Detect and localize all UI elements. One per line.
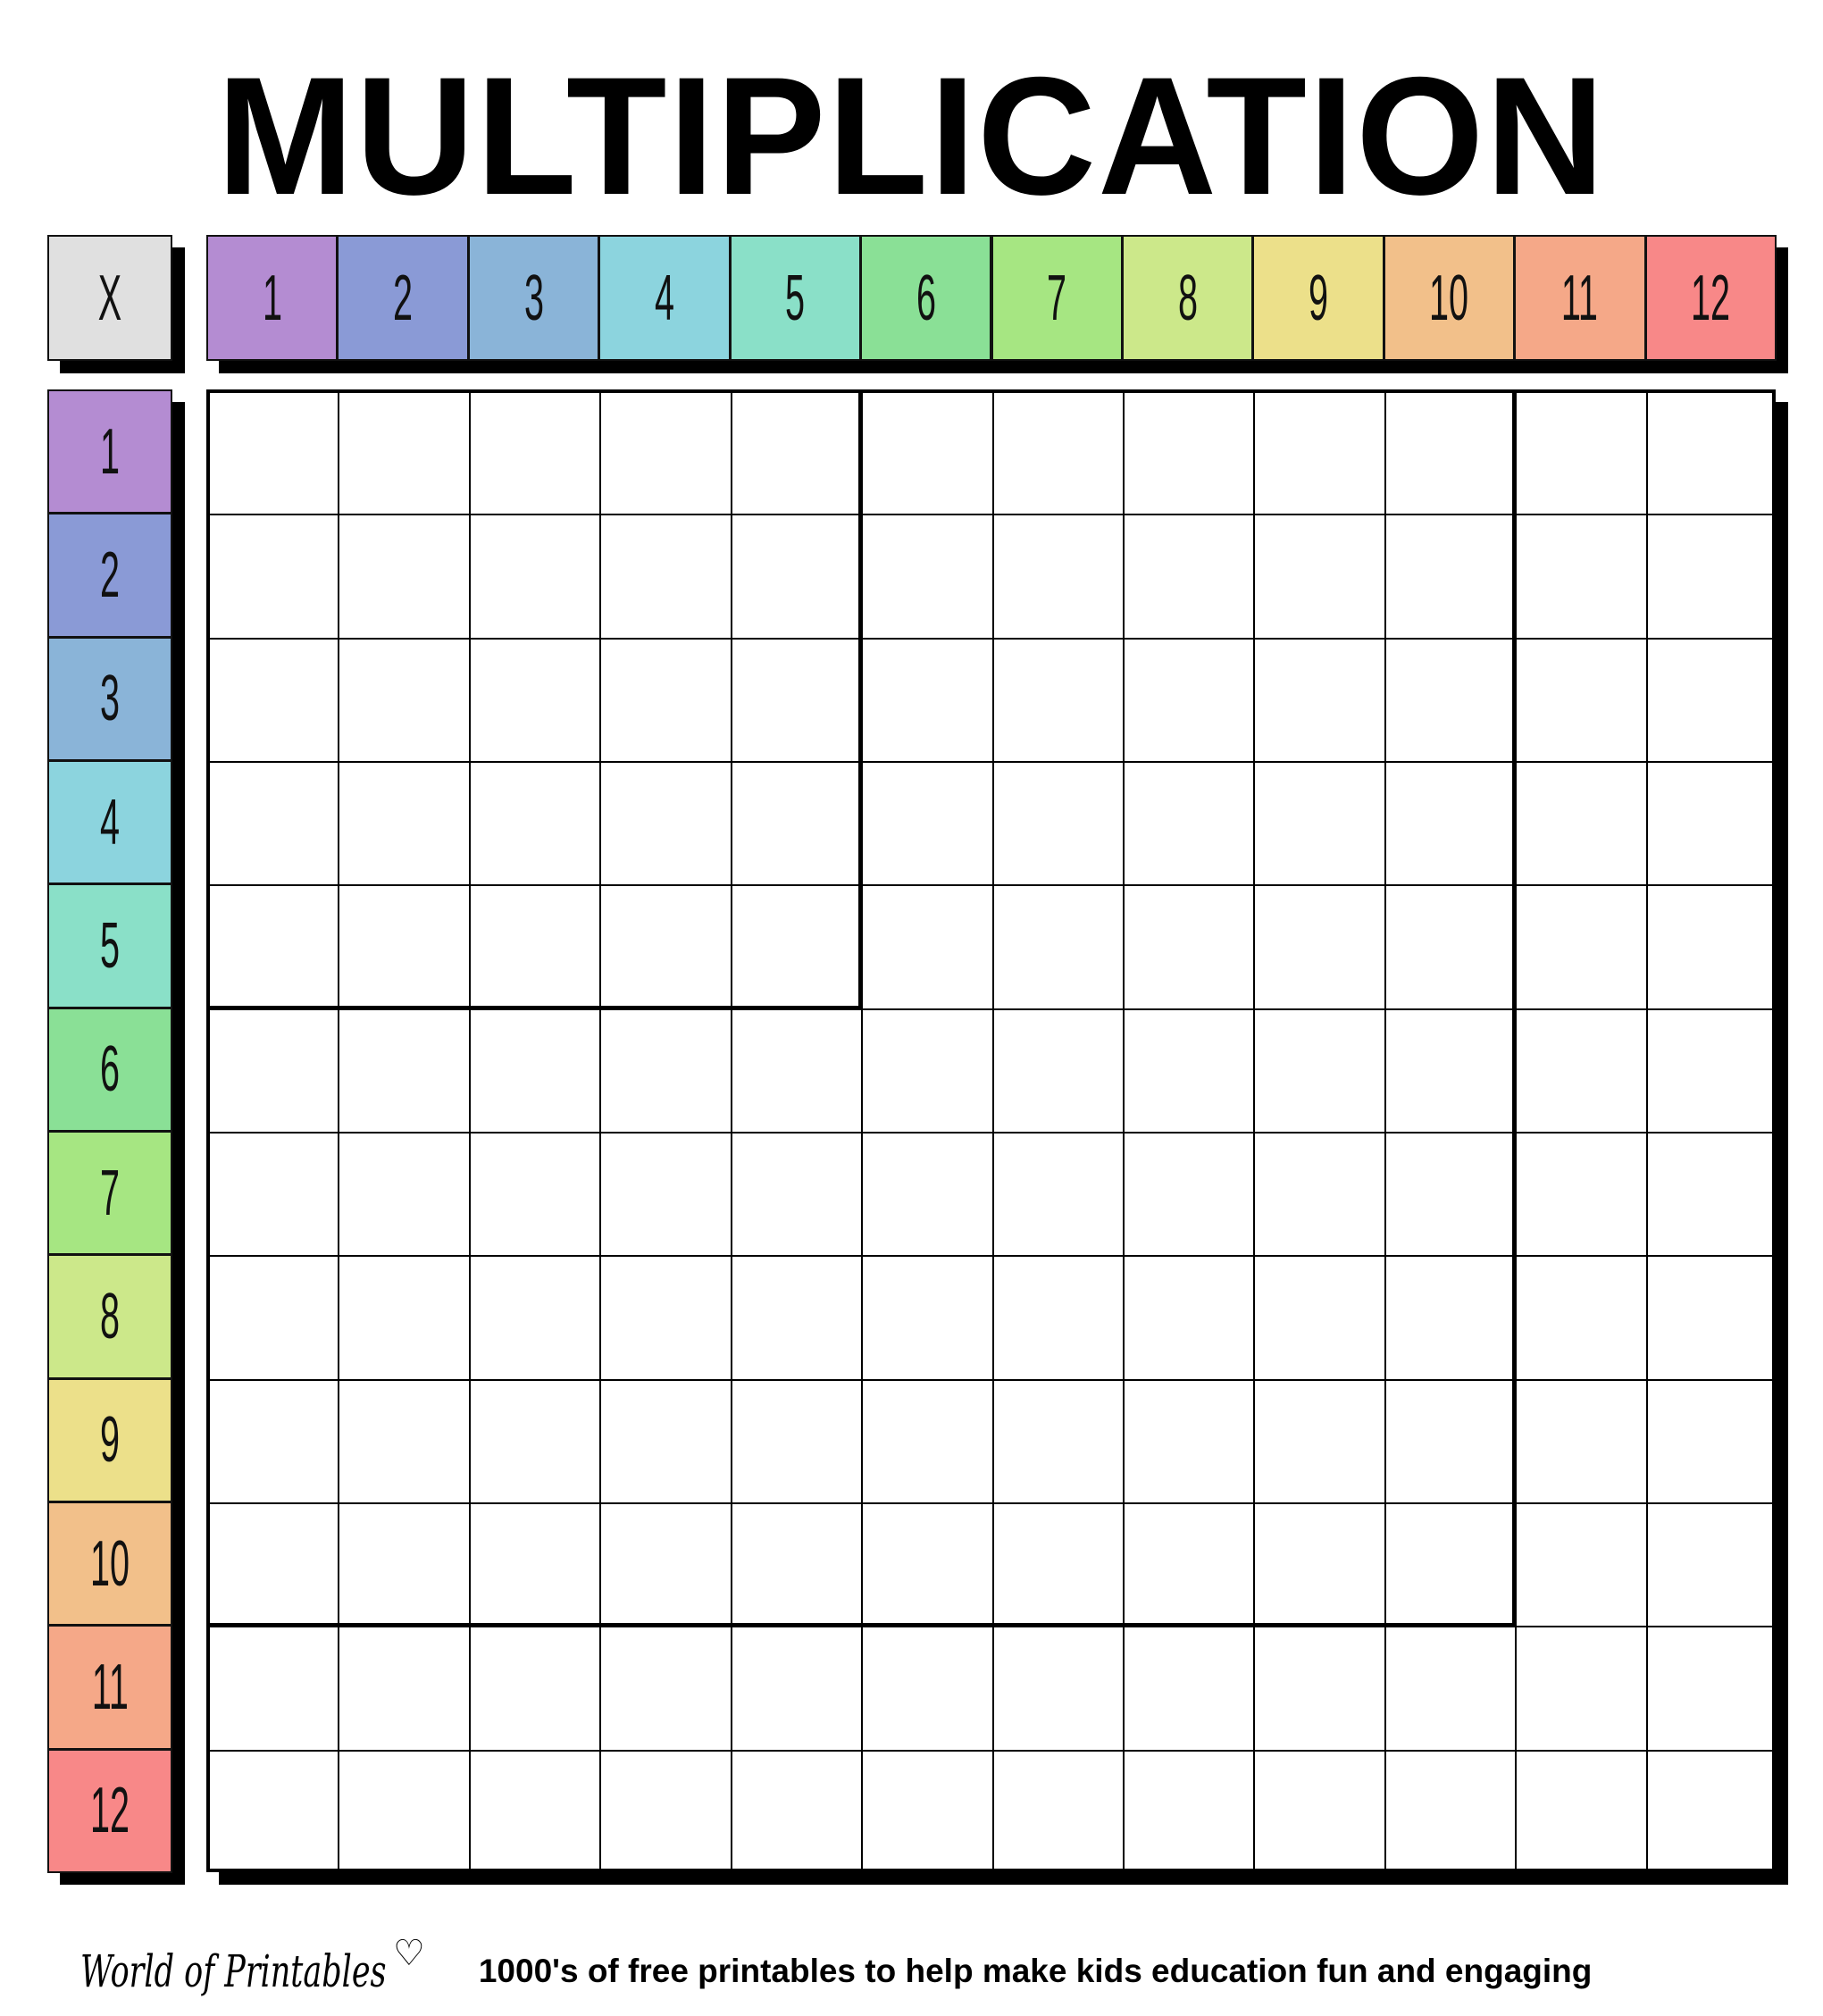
column-header-4: 4 bbox=[598, 235, 731, 361]
column-header-11: 11 bbox=[1514, 235, 1646, 361]
column-header-2: 2 bbox=[337, 235, 469, 361]
row-header-12: 12 bbox=[47, 1748, 172, 1873]
row-header-3: 3 bbox=[47, 636, 172, 761]
grid-line-horizontal bbox=[210, 1378, 1772, 1381]
grid-line-horizontal bbox=[210, 1502, 1772, 1504]
column-number: 1 bbox=[262, 262, 282, 334]
row-number: 2 bbox=[99, 539, 121, 611]
row-header-9: 9 bbox=[47, 1377, 172, 1502]
column-header-5: 5 bbox=[729, 235, 862, 361]
column-header-9: 9 bbox=[1252, 235, 1384, 361]
grid-line-horizontal bbox=[210, 884, 1772, 887]
grid-line-vertical bbox=[468, 393, 471, 1869]
footer: World of Printables ♡ 1000's of free pri… bbox=[80, 1934, 1752, 1997]
brand-logo: World of Printables bbox=[80, 1945, 387, 1997]
row-header-7: 7 bbox=[47, 1131, 172, 1256]
grid-line-vertical bbox=[338, 393, 340, 1869]
grid-line-horizontal bbox=[210, 637, 1772, 640]
grid-line-vertical bbox=[1645, 393, 1648, 1869]
column-header-12: 12 bbox=[1644, 235, 1777, 361]
column-number: 7 bbox=[1047, 262, 1067, 334]
grid-line-vertical bbox=[599, 393, 602, 1869]
column-header-3: 3 bbox=[467, 235, 600, 361]
row-header-5: 5 bbox=[47, 883, 172, 1008]
row-number: 10 bbox=[89, 1527, 130, 1600]
row-number: 7 bbox=[99, 1157, 121, 1229]
grid-line-horizontal bbox=[210, 761, 1772, 763]
page-title: MULTIPLICATION bbox=[216, 42, 1607, 230]
column-number: 9 bbox=[1309, 262, 1329, 334]
column-number: 2 bbox=[393, 262, 414, 334]
heart-icon: ♡ bbox=[393, 1934, 425, 1973]
column-number: 12 bbox=[1691, 262, 1731, 334]
row-number: 6 bbox=[99, 1033, 121, 1106]
row-number: 11 bbox=[91, 1651, 129, 1723]
column-number: 11 bbox=[1561, 262, 1599, 334]
grid-line-horizontal bbox=[210, 1749, 1772, 1752]
answer-grid bbox=[206, 389, 1776, 1872]
column-header-6: 6 bbox=[860, 235, 992, 361]
grid-line-vertical bbox=[1253, 393, 1256, 1869]
column-number: 10 bbox=[1429, 262, 1469, 334]
column-number: 4 bbox=[654, 262, 674, 334]
grid-line-horizontal bbox=[210, 1132, 1772, 1133]
grid-line-horizontal bbox=[210, 1008, 1772, 1010]
column-number: 6 bbox=[916, 262, 936, 334]
grid-line-vertical bbox=[1122, 393, 1125, 1869]
row-number: 3 bbox=[99, 663, 121, 735]
row-header-10: 10 bbox=[47, 1502, 172, 1627]
row-header-6: 6 bbox=[47, 1007, 172, 1132]
grid-line-vertical bbox=[861, 393, 864, 1869]
corner-label: X bbox=[97, 262, 122, 334]
grid-line-vertical bbox=[1515, 393, 1518, 1869]
row-number: 5 bbox=[99, 909, 121, 982]
row-number: 12 bbox=[89, 1775, 130, 1847]
column-header-1: 1 bbox=[206, 235, 339, 361]
grid-line-vertical bbox=[991, 393, 994, 1869]
grid-line-vertical bbox=[1384, 393, 1386, 1869]
grid-line-horizontal bbox=[210, 1626, 1772, 1628]
grid-line-horizontal bbox=[210, 1255, 1772, 1258]
row-header-8: 8 bbox=[47, 1254, 172, 1379]
grid-line-horizontal bbox=[210, 514, 1772, 516]
row-header-4: 4 bbox=[47, 760, 172, 885]
column-header-8: 8 bbox=[1121, 235, 1254, 361]
row-number: 1 bbox=[99, 415, 121, 488]
row-header-1: 1 bbox=[47, 389, 172, 514]
tagline: 1000's of free printables to help make k… bbox=[478, 1953, 1593, 1989]
grid-line-vertical bbox=[730, 393, 732, 1869]
column-header-7: 7 bbox=[991, 235, 1123, 361]
row-number: 9 bbox=[99, 1404, 121, 1476]
row-number: 8 bbox=[99, 1280, 121, 1352]
column-number: 5 bbox=[785, 262, 806, 334]
row-header-2: 2 bbox=[47, 513, 172, 638]
section-outline-10x10 bbox=[206, 389, 1517, 1627]
column-number: 3 bbox=[523, 262, 544, 334]
column-number: 8 bbox=[1177, 262, 1198, 334]
row-number: 4 bbox=[99, 786, 121, 858]
corner-cell: X bbox=[47, 235, 172, 361]
row-header-11: 11 bbox=[47, 1625, 172, 1750]
column-header-10: 10 bbox=[1383, 235, 1516, 361]
